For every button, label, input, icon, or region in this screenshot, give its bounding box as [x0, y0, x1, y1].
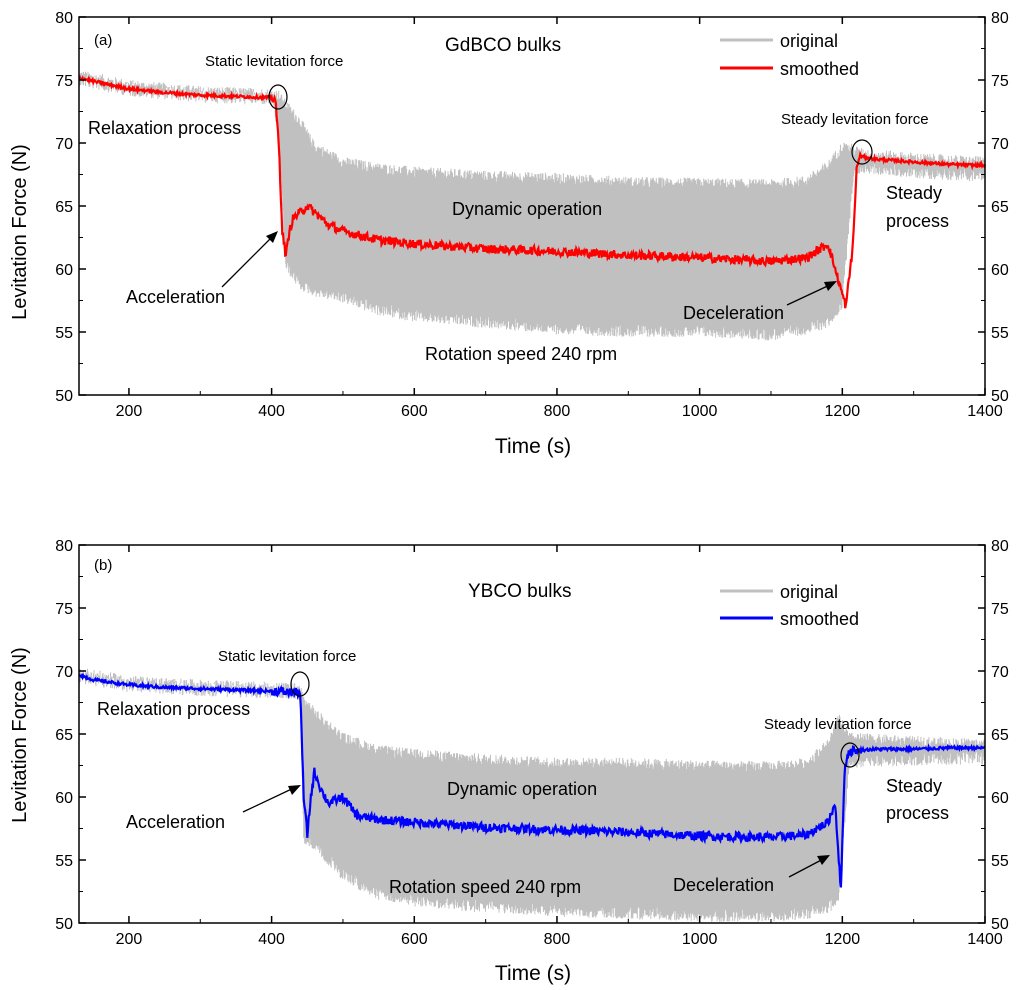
- annotation-acceleration: Acceleration: [126, 287, 225, 307]
- annotation-rotation-speed: Rotation speed 240 rpm: [425, 344, 617, 364]
- x-tick-label: 1000: [682, 931, 718, 948]
- y-tick-label: 80: [55, 10, 73, 27]
- acceleration-arrow: [221, 232, 277, 288]
- x-tick-label: 1400: [967, 403, 1003, 420]
- x-axis-label: Time (s): [495, 962, 571, 985]
- x-tick-label: 1000: [682, 403, 718, 420]
- y-tick-label-right: 60: [991, 262, 1009, 279]
- y-tick-label-right: 55: [991, 325, 1009, 342]
- steady-force-marker: [840, 742, 860, 768]
- static-force-marker: [290, 671, 310, 697]
- x-tick-label: 800: [544, 403, 571, 420]
- x-tick-label: 200: [116, 931, 143, 948]
- y-tick-label-right: 60: [991, 790, 1009, 807]
- x-tick-label: 600: [401, 931, 428, 948]
- x-tick-label: 200: [116, 403, 143, 420]
- chart-title: GdBCO bulks: [445, 35, 561, 56]
- x-tick-label: 1200: [825, 403, 861, 420]
- annotation-steady-force: Steady levitation force: [781, 111, 929, 128]
- y-tick-label-right: 80: [991, 10, 1009, 27]
- annotation-acceleration: Acceleration: [126, 812, 225, 832]
- series-smoothed-line: [78, 672, 986, 888]
- deceleration-arrowhead: [824, 281, 837, 291]
- legend: original smoothed: [720, 582, 859, 629]
- y-tick-label: 65: [55, 727, 73, 744]
- static-force-marker: [268, 84, 288, 110]
- annotation-relaxation: Relaxation process: [88, 118, 241, 138]
- legend-label-smoothed: smoothed: [780, 609, 859, 629]
- annotation-static-force: Static levitation force: [205, 53, 343, 70]
- smoothed-series: [78, 672, 986, 888]
- annotation-relaxation: Relaxation process: [97, 699, 250, 719]
- y-tick-label: 80: [55, 538, 73, 555]
- x-tick-label: 1400: [967, 931, 1003, 948]
- acceleration-arrowhead: [266, 231, 278, 243]
- annotation-steady: Steady: [886, 776, 942, 796]
- y-tick-label-right: 70: [991, 136, 1009, 153]
- y-tick-label: 55: [55, 325, 73, 342]
- y-tick-label-right: 65: [991, 727, 1009, 744]
- x-tick-label: 600: [401, 403, 428, 420]
- y-tick-label: 50: [55, 916, 73, 933]
- annotation-process: process: [886, 211, 949, 231]
- y-tick-label-right: 70: [991, 664, 1009, 681]
- panel-label: (b): [94, 557, 112, 574]
- annotation-deceleration: Deceleration: [673, 875, 774, 895]
- y-tick-label-right: 80: [991, 538, 1009, 555]
- y-axis-label: Levitation Force (N): [9, 647, 31, 823]
- x-tick-label: 400: [258, 931, 285, 948]
- y-tick-label-right: 50: [991, 916, 1009, 933]
- acceleration-arrowhead: [288, 785, 301, 795]
- y-tick-label-right: 65: [991, 199, 1009, 216]
- y-tick-label: 75: [55, 601, 73, 618]
- y-tick-label-right: 50: [991, 388, 1009, 405]
- annotation-dynamic: Dynamic operation: [447, 779, 597, 799]
- annotation-process: process: [886, 803, 949, 823]
- annotation-steady: Steady: [886, 183, 942, 203]
- smoothed-series: [78, 75, 987, 309]
- annotation-steady-force: Steady levitation force: [764, 716, 912, 733]
- annotation-rotation-speed: Rotation speed 240 rpm: [389, 877, 581, 897]
- y-tick-label-right: 75: [991, 73, 1009, 90]
- annotation-deceleration: Deceleration: [683, 303, 784, 323]
- acceleration-arrow: [242, 785, 299, 813]
- y-tick-label: 65: [55, 199, 73, 216]
- y-tick-label: 75: [55, 73, 73, 90]
- y-tick-label: 55: [55, 853, 73, 870]
- y-tick-label: 70: [55, 664, 73, 681]
- x-axis-label: Time (s): [495, 435, 571, 458]
- y-tick-label: 60: [55, 790, 73, 807]
- legend-label-original: original: [780, 31, 838, 51]
- x-tick-label: 800: [544, 931, 571, 948]
- legend-label-smoothed: smoothed: [780, 59, 859, 79]
- series-smoothed-line: [78, 75, 987, 309]
- legend: original smoothed: [720, 31, 859, 79]
- annotation-static-force: Static levitation force: [218, 648, 356, 665]
- annotation-dynamic: Dynamic operation: [452, 199, 602, 219]
- y-tick-label-right: 55: [991, 853, 1009, 870]
- chart-title: YBCO bulks: [468, 581, 571, 602]
- legend-label-original: original: [780, 582, 838, 602]
- y-tick-label: 70: [55, 136, 73, 153]
- x-tick-label: 1200: [825, 931, 861, 948]
- panel-label: (a): [94, 32, 112, 49]
- y-tick-label-right: 75: [991, 601, 1009, 618]
- steady-force-marker: [851, 139, 873, 165]
- deceleration-arrowhead: [817, 855, 830, 865]
- y-tick-label: 60: [55, 262, 73, 279]
- y-tick-label: 50: [55, 388, 73, 405]
- x-tick-label: 400: [258, 403, 285, 420]
- y-axis-label: Levitation Force (N): [9, 144, 31, 320]
